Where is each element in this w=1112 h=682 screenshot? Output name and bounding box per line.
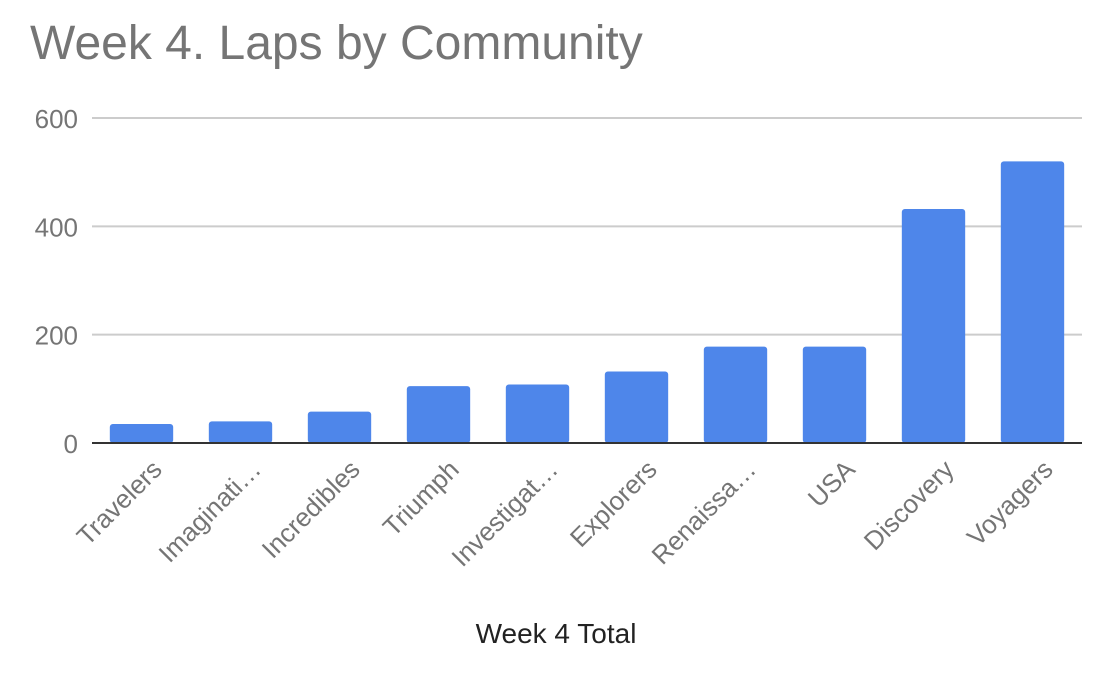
bar (208, 421, 273, 443)
y-axis-tick-labels: 0 200 400 600 (35, 104, 78, 459)
y-tick-label: 0 (64, 429, 78, 459)
x-tick-label: Travelers (71, 454, 168, 551)
bar (109, 424, 174, 443)
x-tick-label: USA (802, 454, 861, 513)
y-tick-label: 200 (35, 321, 78, 351)
bar (406, 386, 471, 443)
x-tick-label: Imaginati… (153, 454, 267, 568)
bar (604, 371, 669, 443)
x-tick-label: Discovery (858, 454, 960, 556)
x-tick-label: Triumph (377, 454, 465, 542)
x-tick-label: Investigat… (445, 454, 563, 572)
x-tick-label: Explorers (564, 454, 663, 553)
x-tick-label: Voyagers (961, 454, 1059, 552)
x-tick-label: Renaissa… (645, 454, 761, 570)
bar (901, 209, 966, 443)
y-tick-label: 400 (35, 212, 78, 242)
bar (703, 346, 768, 443)
chart-title: Week 4. Laps by Community (30, 17, 643, 70)
bar (802, 346, 867, 443)
x-axis-title: Week 4 Total (475, 618, 637, 649)
bar (307, 411, 372, 443)
y-tick-label: 600 (35, 104, 78, 134)
x-tick-label: Incredibles (256, 454, 366, 564)
bar (1000, 161, 1065, 444)
bar (505, 384, 570, 443)
bars (109, 161, 1065, 444)
